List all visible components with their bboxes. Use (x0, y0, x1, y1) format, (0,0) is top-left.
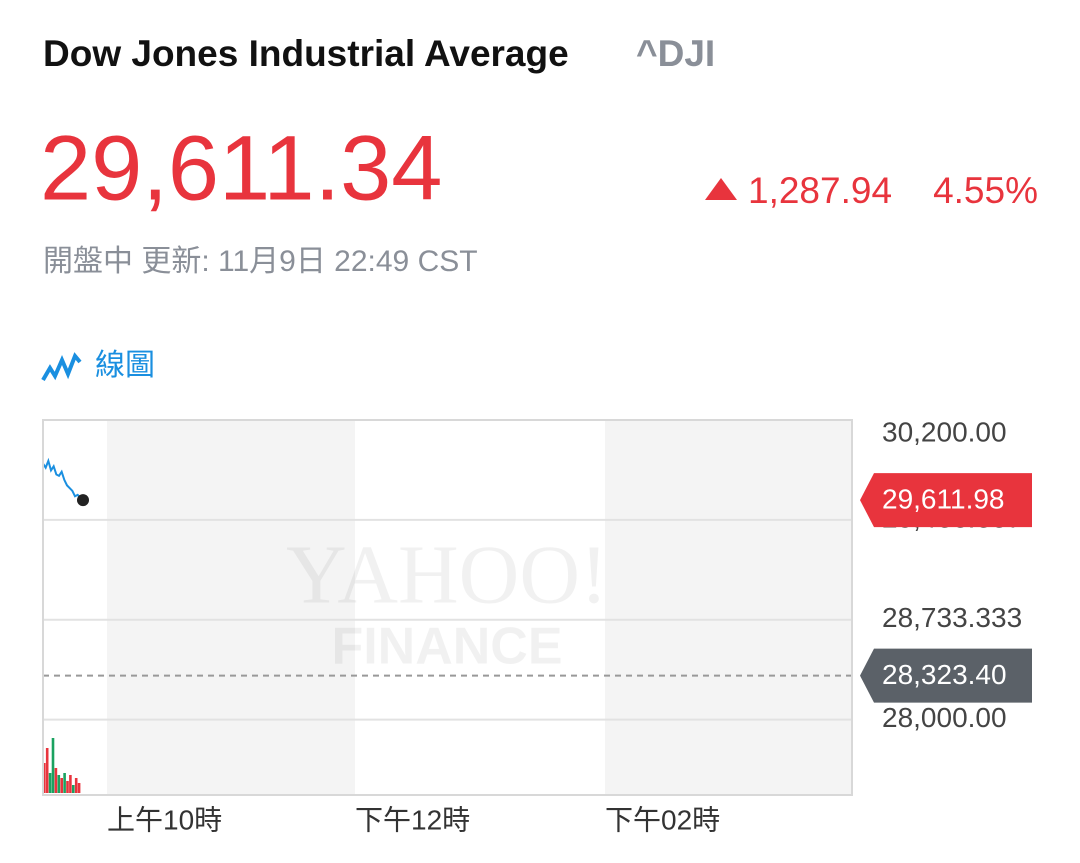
y-tick-label: 28,733.333 (882, 602, 1022, 633)
previous-close-badge-label: 28,323.40 (882, 659, 1007, 690)
title: Dow Jones Industrial Average (43, 33, 569, 74)
tab-icon (41, 352, 82, 382)
band (107, 420, 355, 795)
x-tick-label: 下午12時 (355, 804, 470, 835)
tab-label: 線圖 (95, 349, 155, 382)
volume-bar (72, 785, 75, 793)
previous-close-badge (860, 648, 1032, 703)
volume-bar (63, 773, 66, 793)
volume-bar (51, 738, 55, 793)
volume-bar (48, 773, 52, 793)
y-tick-label: 30,200.00 (882, 416, 1007, 447)
volume-bar (57, 775, 61, 793)
change: 1,287.94 (748, 170, 892, 211)
volume-bar (43, 763, 46, 793)
y-tick-label: 28,000.00 (882, 702, 1007, 733)
line-tab[interactable]: 線圖 (41, 349, 155, 382)
watermark: YAHOO! (286, 528, 608, 621)
volume-bar (66, 781, 69, 793)
volume-bar (54, 768, 58, 793)
volume-bar (74, 778, 78, 793)
current-price-badge-label: 29,611.98 (882, 483, 1005, 514)
volume-bar (77, 783, 81, 793)
status: 開盤中 更新: 11月9日 22:49 CST (43, 245, 478, 278)
last-point (77, 494, 89, 507)
volume-bar (60, 778, 63, 793)
band (605, 420, 852, 795)
x-tick-label: 下午02時 (605, 804, 720, 835)
price-line (42, 457, 84, 501)
volume-bar (69, 775, 72, 793)
volume-bar (45, 748, 49, 793)
change-percent: 4.55% (933, 170, 1038, 211)
plot-border (42, 419, 853, 796)
up-arrow (705, 178, 737, 200)
watermark: FINANCE (331, 618, 562, 676)
x-tick-label: 上午10時 (107, 804, 222, 835)
symbol: ^DJI (636, 33, 715, 74)
current-price-badge (860, 473, 1032, 528)
price: 29,611.34 (40, 117, 442, 219)
